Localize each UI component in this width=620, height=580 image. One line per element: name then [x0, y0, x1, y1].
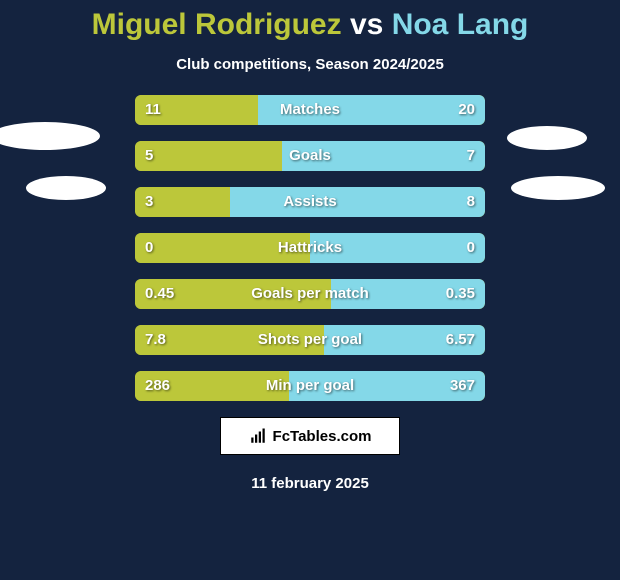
stat-rows: 1120Matches 57Goals 38Assists 00Hattricks 0.… [135, 95, 485, 401]
stat-label: Hattricks [135, 233, 485, 263]
decorative-ellipse [507, 126, 587, 150]
stat-label: Min per goal [135, 371, 485, 401]
stat-row: 57Goals [135, 141, 485, 171]
decorative-ellipse [511, 176, 605, 200]
player2-name: Noa Lang [392, 8, 529, 41]
brand-box: FcTables.com [220, 417, 400, 455]
stat-row: 1120Matches [135, 95, 485, 125]
stat-label: Matches [135, 95, 485, 125]
stat-label: Goals [135, 141, 485, 171]
stat-row: 00Hattricks [135, 233, 485, 263]
title-vs: vs [350, 8, 383, 41]
player1-name: Miguel Rodriguez [92, 8, 342, 41]
comparison-card: Miguel Rodriguez vs Noa Lang Club compet… [0, 0, 620, 580]
stat-row: 38Assists [135, 187, 485, 217]
stat-label: Goals per match [135, 279, 485, 309]
brand-text: FcTables.com [273, 428, 372, 445]
decorative-ellipse [26, 176, 106, 200]
decorative-ellipse [0, 122, 100, 150]
stat-row: 0.450.35Goals per match [135, 279, 485, 309]
stat-row: 286367Min per goal [135, 371, 485, 401]
bar-chart-icon [249, 427, 267, 445]
page-title: Miguel Rodriguez vs Noa Lang [0, 8, 620, 42]
date-label: 11 february 2025 [0, 475, 620, 492]
stat-row: 7.86.57Shots per goal [135, 325, 485, 355]
stat-label: Shots per goal [135, 325, 485, 355]
stat-label: Assists [135, 187, 485, 217]
subtitle: Club competitions, Season 2024/2025 [0, 56, 620, 73]
